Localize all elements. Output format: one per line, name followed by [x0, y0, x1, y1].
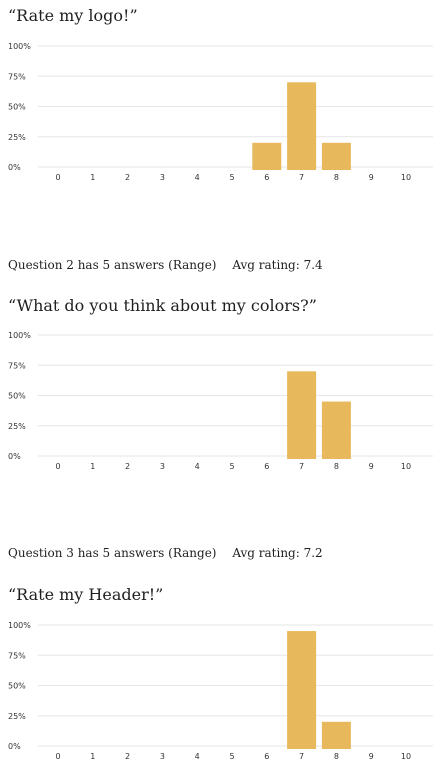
- x-tick-label: 10: [401, 173, 411, 182]
- x-tick-label: 6: [264, 752, 269, 761]
- y-tick-label: 50%: [8, 682, 26, 691]
- question-3-avg-rating: Avg rating: 7.2: [232, 546, 323, 560]
- question-1-title: “Rate my logo!”: [8, 6, 138, 25]
- bar-8: [321, 401, 351, 459]
- question-2-meta: Question 2 has 5 answers (Range) Avg rat…: [8, 258, 323, 272]
- x-tick-label: 10: [401, 752, 411, 761]
- x-tick-label: 0: [55, 173, 60, 182]
- x-tick-label: 4: [195, 752, 200, 761]
- question-3-answers-count: Question 3 has 5 answers (Range): [8, 546, 217, 560]
- y-tick-label: 100%: [8, 621, 31, 630]
- bar-7: [287, 371, 317, 459]
- x-tick-label: 5: [229, 752, 234, 761]
- y-tick-label: 25%: [8, 422, 26, 431]
- question-2-chart: 0% 25% 50% 75% 100% 0 1 2 3 4 5 6 7 8 9 10: [8, 331, 433, 471]
- question-3-chart: 0% 25% 50% 75% 100% 0 1 2 3 4 5 6 7 8 9 10: [8, 621, 433, 761]
- y-tick-label: 25%: [8, 133, 26, 142]
- x-tick-label: 2: [125, 462, 130, 471]
- x-tick-label: 3: [160, 462, 165, 471]
- question-2-avg-rating: Avg rating: 7.4: [232, 258, 323, 272]
- x-tick-label: 8: [334, 173, 339, 182]
- x-tick-label: 1: [90, 462, 95, 471]
- question-3-meta: Question 3 has 5 answers (Range) Avg rat…: [8, 546, 323, 560]
- y-tick-label: 100%: [8, 42, 31, 51]
- x-tick-label: 5: [229, 173, 234, 182]
- x-tick-label: 9: [369, 173, 374, 182]
- x-tick-label: 3: [160, 752, 165, 761]
- y-tick-label: 0%: [8, 452, 21, 461]
- y-tick-label: 100%: [8, 331, 31, 340]
- x-tick-label: 7: [299, 462, 304, 471]
- x-tick-label: 6: [264, 173, 269, 182]
- bar-8: [321, 721, 351, 749]
- bar-8: [321, 142, 351, 170]
- x-tick-label: 6: [264, 462, 269, 471]
- x-tick-label: 7: [299, 173, 304, 182]
- x-tick-label: 9: [369, 752, 374, 761]
- x-tick-label: 2: [125, 752, 130, 761]
- bar-6: [252, 142, 282, 170]
- x-tick-label: 4: [195, 462, 200, 471]
- x-tick-label: 4: [195, 173, 200, 182]
- bar-7: [287, 82, 317, 170]
- y-tick-label: 25%: [8, 712, 26, 721]
- question-2-answers-count: Question 2 has 5 answers (Range): [8, 258, 217, 272]
- x-tick-label: 1: [90, 173, 95, 182]
- x-tick-label: 10: [401, 462, 411, 471]
- question-3-title: “Rate my Header!”: [8, 585, 164, 604]
- x-tick-label: 8: [334, 462, 339, 471]
- y-tick-label: 0%: [8, 742, 21, 751]
- y-tick-label: 75%: [8, 651, 26, 660]
- bar-7: [287, 631, 317, 749]
- question-2-title: “What do you think about my colors?”: [8, 296, 317, 315]
- x-tick-label: 0: [55, 462, 60, 471]
- y-tick-label: 50%: [8, 103, 26, 112]
- y-tick-label: 75%: [8, 72, 26, 81]
- x-tick-label: 9: [369, 462, 374, 471]
- x-tick-label: 2: [125, 173, 130, 182]
- y-tick-label: 75%: [8, 361, 26, 370]
- y-tick-label: 50%: [8, 392, 26, 401]
- x-tick-label: 0: [55, 752, 60, 761]
- x-tick-label: 5: [229, 462, 234, 471]
- x-tick-label: 3: [160, 173, 165, 182]
- x-tick-label: 7: [299, 752, 304, 761]
- x-tick-label: 8: [334, 752, 339, 761]
- y-tick-label: 0%: [8, 163, 21, 172]
- question-1-chart: 0% 25% 50% 75% 100% 0 1 2 3 4 5 6 7 8 9 10: [8, 42, 433, 182]
- x-tick-label: 1: [90, 752, 95, 761]
